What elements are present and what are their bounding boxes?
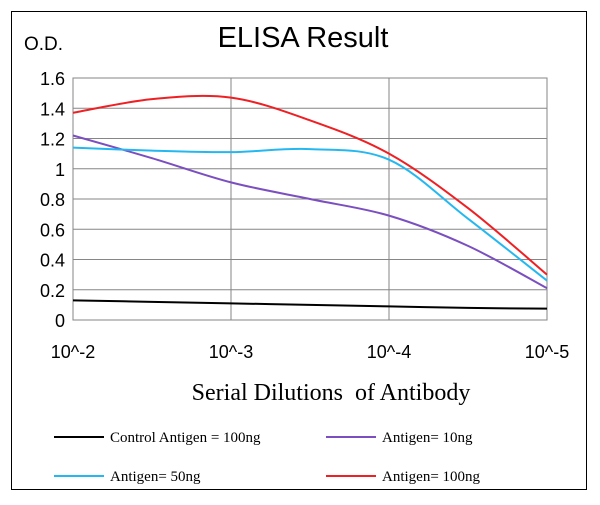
series-lines	[72, 94, 548, 310]
y-tick-label: 1.6	[40, 69, 65, 89]
legend-label: Antigen= 100ng	[382, 469, 481, 485]
grid	[72, 77, 548, 321]
series-line	[72, 146, 548, 282]
y-tick-label: 1.2	[40, 130, 65, 150]
y-axis-label: O.D.	[24, 34, 63, 55]
x-tick-labels: 10^-2 10^-3 10^-4 10^-5	[51, 342, 569, 362]
legend: Control Antigen = 100ng Antigen= 10ng Anti…	[54, 430, 481, 485]
y-tick-label: 1	[55, 160, 65, 180]
series-line	[72, 94, 548, 276]
y-tick-label: 0.8	[40, 190, 65, 210]
y-tick-labels: 0 0.2 0.4 0.6 0.8 1 1.2 1.4 1.6	[40, 69, 65, 331]
x-tick-label: 10^-3	[209, 342, 253, 362]
y-tick-label: 0.2	[40, 281, 65, 301]
x-tick-label: 10^-2	[51, 342, 95, 362]
x-tick-label: 10^-5	[525, 342, 569, 362]
y-tick-label: 0.6	[40, 220, 65, 240]
x-tick-label: 10^-4	[367, 342, 411, 362]
y-tick-label: 0.4	[40, 251, 65, 271]
legend-label: Control Antigen = 100ng	[110, 430, 261, 446]
chart-title: ELISA Result	[218, 22, 389, 54]
legend-label: Antigen= 10ng	[382, 430, 473, 446]
y-tick-label: 1.4	[40, 99, 65, 119]
y-tick-label: 0	[55, 311, 65, 331]
legend-label: Antigen= 50ng	[110, 469, 201, 485]
x-axis-label: Serial Dilutions of Antibody	[192, 380, 471, 406]
series-line	[72, 299, 548, 310]
series-line	[72, 134, 548, 290]
